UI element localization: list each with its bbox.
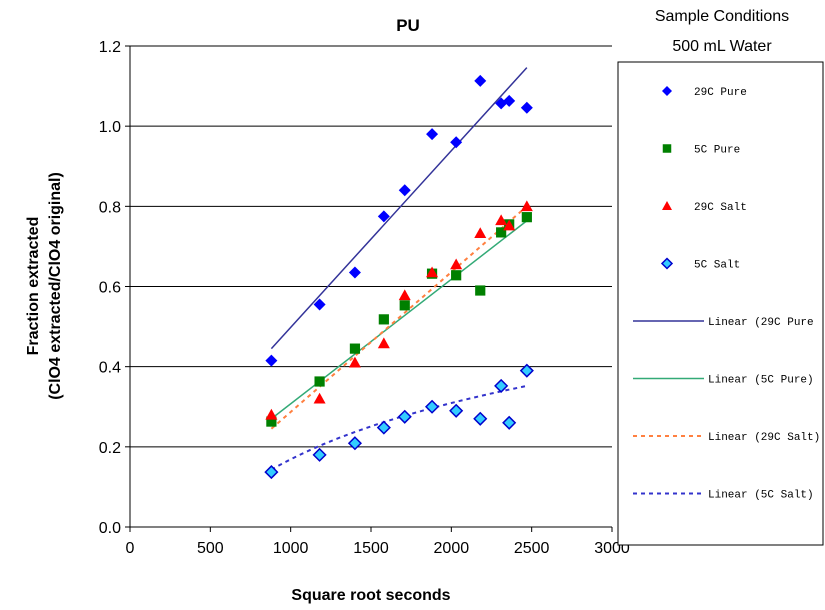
x-tick-label: 0 xyxy=(126,540,135,557)
data-point xyxy=(496,227,507,238)
legend-label: Linear (29C Pure xyxy=(708,317,814,329)
data-point xyxy=(314,376,325,387)
trendline xyxy=(270,67,528,350)
data-point xyxy=(426,128,439,141)
data-point xyxy=(519,363,534,378)
legend-marker xyxy=(662,201,672,210)
y-axis-title-line2: (ClO4 extracted/ClO4 original) xyxy=(47,172,64,400)
y-tick-label: 0.6 xyxy=(99,280,121,297)
data-point xyxy=(474,227,487,238)
data-points xyxy=(264,74,534,480)
data-point xyxy=(348,266,361,279)
trendline xyxy=(270,205,528,430)
grid-lines xyxy=(130,45,612,448)
legend-label: 5C Salt xyxy=(694,260,740,272)
legend-label: 29C Salt xyxy=(694,202,747,214)
legend-label: Linear (5C Salt) xyxy=(708,490,814,502)
data-point xyxy=(424,399,440,414)
x-tick-label: 2500 xyxy=(514,540,550,557)
x-tick-label: 2000 xyxy=(434,540,470,557)
legend-title-line1: Sample Conditions xyxy=(655,8,789,25)
data-point xyxy=(264,465,279,480)
data-point xyxy=(378,314,389,325)
x-tick-label: 1500 xyxy=(353,540,389,557)
data-point xyxy=(312,447,327,462)
data-point xyxy=(266,416,277,427)
data-point xyxy=(503,219,516,231)
y-axis-title-line1: Fraction extracted xyxy=(25,217,42,356)
data-point xyxy=(377,337,390,349)
data-point xyxy=(450,258,463,270)
data-point xyxy=(397,409,412,424)
data-point xyxy=(473,411,488,426)
legend-marker xyxy=(662,86,672,96)
y-tick-label: 1.2 xyxy=(99,39,121,56)
data-point xyxy=(503,94,516,107)
data-point xyxy=(348,356,361,368)
y-tick-label: 0.8 xyxy=(99,199,121,216)
data-point xyxy=(265,354,278,367)
data-point xyxy=(502,415,517,430)
data-point xyxy=(398,289,411,301)
data-point xyxy=(313,392,326,404)
x-axis-title: Square root seconds xyxy=(291,587,450,604)
legend-box xyxy=(617,61,824,546)
data-point xyxy=(347,436,362,451)
legend-label: Linear (5C Pure) xyxy=(708,375,814,387)
legend-title-line2: 500 mL Water xyxy=(672,38,772,55)
y-tick-label: 1.0 xyxy=(99,119,121,136)
y-tick-label: 0.4 xyxy=(99,360,121,377)
data-point xyxy=(426,266,439,278)
y-tick-label: 0.2 xyxy=(99,440,121,457)
trendline xyxy=(270,384,528,471)
data-point xyxy=(520,200,533,212)
trendline xyxy=(270,220,528,420)
x-tick-label: 1000 xyxy=(273,540,309,557)
legend-label: Linear (29C Salt) xyxy=(708,432,820,444)
data-point xyxy=(399,300,410,311)
data-point xyxy=(451,270,462,281)
data-point xyxy=(521,212,532,223)
data-point xyxy=(349,343,361,354)
y-tick-label: 0.0 xyxy=(99,520,121,537)
data-point xyxy=(474,74,487,87)
data-point xyxy=(449,403,464,418)
data-point xyxy=(265,408,278,420)
data-point xyxy=(495,214,508,226)
legend-label: 29C Pure xyxy=(694,87,747,99)
legend-marker xyxy=(660,257,674,270)
x-tick-label: 500 xyxy=(197,540,224,557)
data-point xyxy=(376,420,391,435)
data-point xyxy=(398,184,411,197)
legend: 29C Pure 5C Pure 29C Salt 5C Salt Linear (29… xyxy=(617,61,824,546)
axes: 0.0 0.2 0.4 0.6 0.8 1.0 1.2 0 500 1000 1500 2000 250… xyxy=(99,39,630,557)
data-point xyxy=(520,101,533,114)
chart-title: PU xyxy=(396,16,420,35)
data-point xyxy=(377,210,390,223)
data-point xyxy=(475,285,486,296)
data-point xyxy=(494,378,509,393)
legend-marker xyxy=(662,144,672,153)
legend-label: 5C Pure xyxy=(694,145,740,157)
data-point xyxy=(313,298,326,311)
trendlines xyxy=(270,67,528,471)
data-point xyxy=(450,136,463,149)
